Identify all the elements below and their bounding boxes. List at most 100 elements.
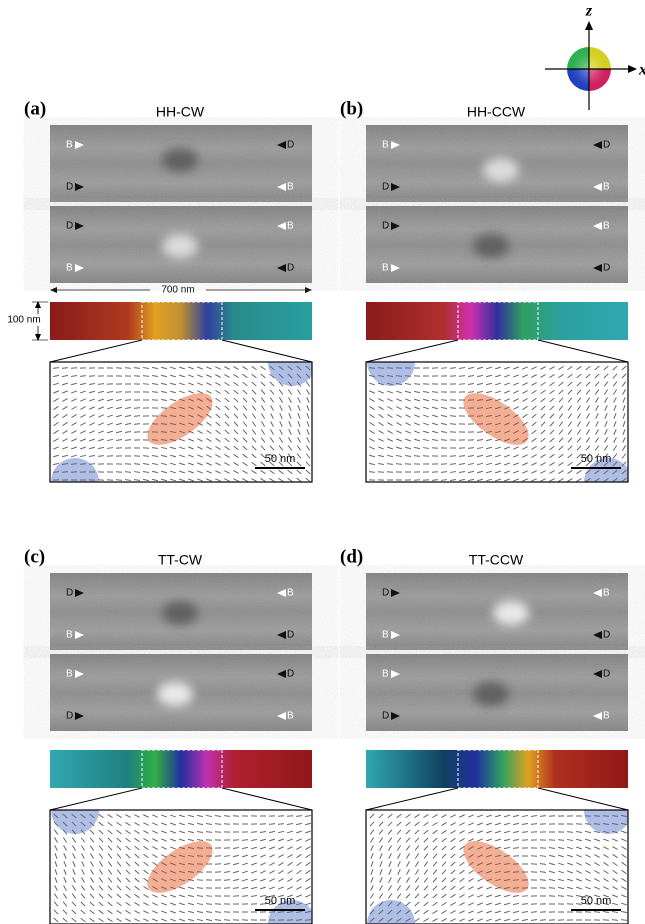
field-arrow [151, 374, 159, 378]
field-arrow [278, 886, 284, 890]
field-arrow [387, 390, 393, 394]
field-arrow [576, 365, 582, 371]
field-arrow [440, 430, 448, 434]
field-arrow [549, 462, 555, 466]
field-arrow [522, 382, 528, 386]
field-arrow [134, 869, 140, 875]
field-arrow [432, 918, 438, 922]
field-arrow [486, 886, 492, 890]
field-arrow [441, 869, 447, 875]
panel-title: HH-CW [156, 104, 205, 120]
field-arrow [277, 894, 285, 898]
field-arrow [595, 429, 599, 435]
field-arrow [53, 398, 59, 402]
field-arrow [413, 455, 421, 457]
field-arrow [251, 461, 257, 467]
field-arrow [53, 429, 59, 435]
field-arrow [260, 862, 266, 866]
field-arrow [81, 861, 85, 867]
field-arrow [242, 421, 248, 427]
field-arrow [576, 478, 582, 482]
field-arrow [522, 405, 528, 411]
field-arrow [557, 854, 565, 858]
field-arrow [486, 854, 492, 858]
field-arrow [548, 919, 556, 921]
field-arrow [585, 381, 591, 387]
field-arrow [431, 422, 439, 426]
field-arrow [558, 389, 564, 395]
field-arrow [441, 853, 447, 859]
field-arrow [485, 430, 493, 434]
field-arrow [242, 470, 248, 474]
field-arrow [98, 813, 104, 819]
field-arrow [423, 885, 429, 891]
field-arrow [369, 821, 375, 827]
field-arrow [71, 821, 77, 827]
field-arrow [287, 445, 293, 451]
field-arrow [188, 422, 194, 426]
field-arrow [187, 846, 195, 850]
panel-label: (d) [340, 546, 363, 567]
field-arrow [287, 846, 293, 850]
field-arrow [369, 909, 375, 915]
field-arrow [106, 383, 114, 385]
field-arrow [232, 854, 240, 858]
field-arrow [603, 365, 609, 371]
field-arrow [414, 869, 420, 875]
field-arrow [197, 430, 203, 434]
field-arrow [558, 381, 564, 387]
field-arrow [242, 437, 248, 443]
field-arrow [414, 813, 420, 819]
field-arrow [530, 823, 538, 825]
field-arrow [287, 453, 293, 459]
field-arrow [115, 391, 123, 393]
field-arrow [143, 902, 149, 906]
field-arrow [431, 391, 439, 393]
field-arrow [277, 902, 285, 906]
field-arrow [449, 367, 457, 369]
field-arrow [530, 863, 538, 865]
field-arrow [386, 454, 394, 458]
field-arrow [286, 902, 294, 906]
field-arrow [603, 886, 609, 890]
vortex-core [584, 458, 628, 482]
field-arrow [396, 438, 402, 442]
field-arrow [548, 854, 556, 858]
field-arrow [124, 430, 132, 434]
field-arrow [251, 389, 257, 395]
field-arrow [386, 463, 394, 465]
field-arrow [270, 413, 274, 419]
field-arrow [440, 399, 448, 401]
field-arrow [423, 813, 429, 819]
field-arrow [566, 831, 574, 833]
field-arrow [512, 910, 520, 914]
field-arrow [143, 894, 149, 898]
field-arrow [305, 365, 311, 371]
field-arrow [261, 413, 265, 419]
field-arrow [98, 406, 104, 410]
field-arrow [89, 885, 95, 891]
field-arrow [576, 445, 582, 451]
field-arrow [296, 869, 302, 875]
field-arrow [215, 462, 221, 466]
field-arrow [612, 886, 618, 890]
field-arrow [287, 894, 293, 898]
field-arrow [405, 893, 411, 899]
field-arrow [423, 821, 429, 827]
field-arrow [432, 845, 438, 851]
field-arrow [72, 861, 76, 867]
field-arrow [170, 910, 176, 914]
field-arrow [305, 461, 311, 467]
field-arrow [233, 397, 239, 403]
field-arrow [370, 885, 374, 891]
field-arrow [486, 902, 492, 906]
field-arrow [61, 454, 69, 458]
field-arrow [476, 415, 484, 417]
field-arrow [414, 877, 420, 883]
field-arrow [404, 446, 412, 450]
field-arrow [124, 439, 132, 441]
field-arrow [106, 406, 114, 410]
field-arrow [494, 366, 502, 370]
field-arrow [586, 429, 590, 435]
field-arrow [107, 422, 113, 426]
